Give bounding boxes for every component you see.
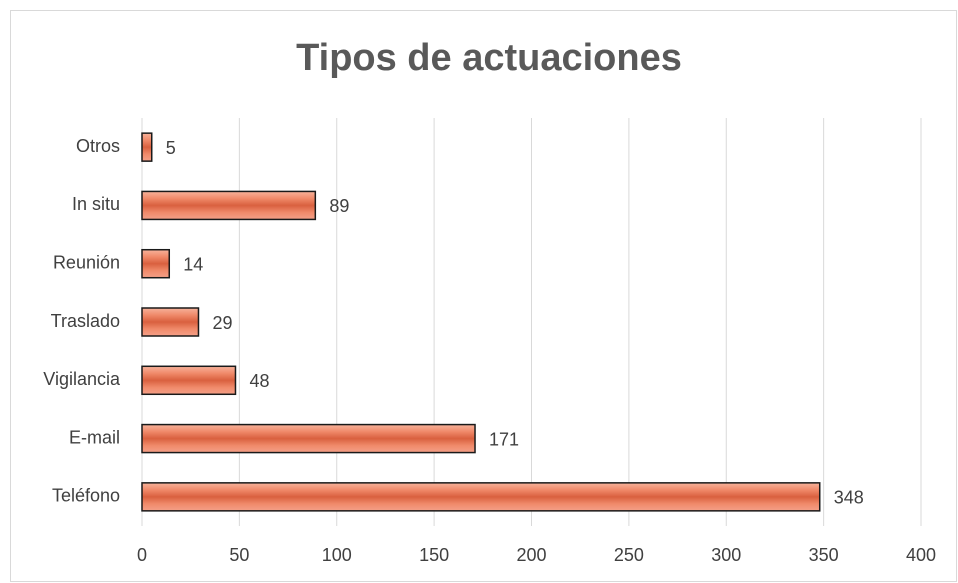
bar (141, 132, 153, 162)
y-tick-label: E-mail (69, 427, 120, 447)
x-tick-label: 350 (809, 545, 839, 565)
y-tick-label: Vigilancia (43, 369, 121, 389)
y-tick-label: Otros (76, 136, 120, 156)
y-tick-label: Teléfono (52, 486, 120, 506)
y-tick-label: Traslado (51, 311, 120, 331)
value-label: 89 (329, 196, 349, 216)
value-label: 14 (183, 254, 203, 274)
bar (141, 365, 237, 396)
value-label: 348 (834, 488, 864, 508)
bar (141, 307, 200, 337)
value-label: 171 (489, 429, 519, 449)
x-tick-label: 300 (711, 545, 741, 565)
x-tick-label: 150 (419, 545, 449, 565)
x-tick-label: 250 (614, 545, 644, 565)
bar (141, 423, 476, 454)
x-tick-label: 100 (322, 545, 352, 565)
chart-title: Tipos de actuaciones (296, 37, 682, 79)
x-tick-label: 400 (906, 545, 936, 565)
y-tick-label: In situ (72, 194, 120, 214)
value-label: 48 (249, 371, 269, 391)
y-tick-label: Reunión (53, 252, 120, 272)
value-label: 5 (166, 138, 176, 158)
bar (141, 190, 317, 221)
bar (141, 482, 821, 512)
value-label: 29 (212, 313, 232, 333)
x-tick-label: 50 (229, 545, 249, 565)
x-tick-label: 200 (516, 545, 546, 565)
x-tick-label: 0 (137, 545, 147, 565)
bar (141, 248, 171, 279)
